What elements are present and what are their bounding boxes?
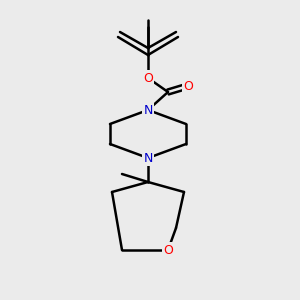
Text: N: N: [143, 103, 153, 116]
Text: O: O: [163, 244, 173, 256]
Text: O: O: [143, 71, 153, 85]
Text: O: O: [183, 80, 193, 92]
Text: N: N: [143, 152, 153, 164]
